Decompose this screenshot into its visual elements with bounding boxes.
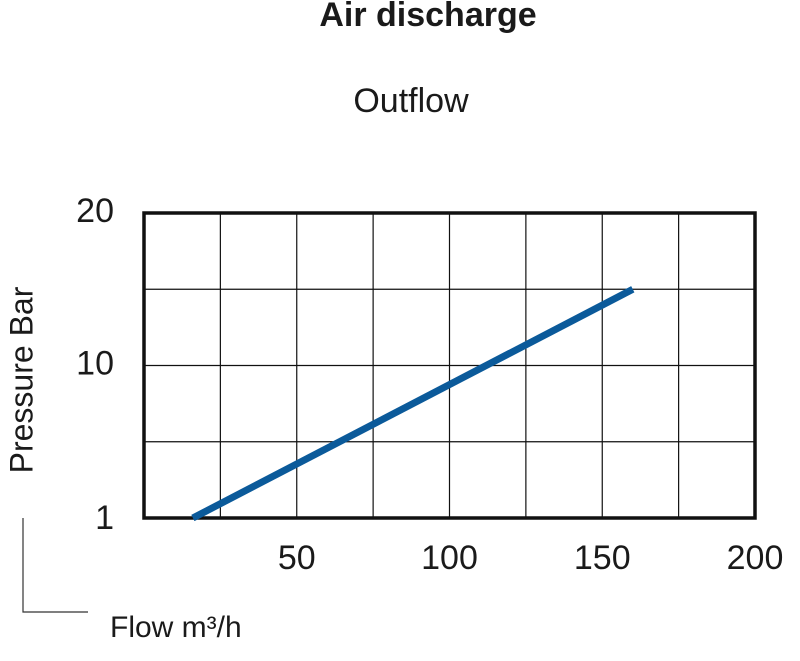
y-tick-label: 20	[76, 192, 114, 230]
x-tick-label: 200	[727, 539, 784, 577]
x-axis-label: Flow m³/h	[110, 611, 242, 644]
x-tick-label: 100	[421, 539, 478, 577]
corner-decoration	[22, 518, 88, 613]
x-tick-label: 150	[574, 539, 631, 577]
chart-subtitle: Outflow	[353, 82, 469, 120]
plot-frame	[142, 211, 757, 520]
y-tick-label: 10	[76, 344, 114, 382]
y-tick-label: 1	[95, 499, 114, 537]
y-axis-label: Pressure Bar	[3, 286, 39, 473]
data-line	[191, 286, 635, 522]
x-tick-label: 50	[278, 539, 316, 577]
chart-title: Air discharge	[319, 0, 536, 34]
